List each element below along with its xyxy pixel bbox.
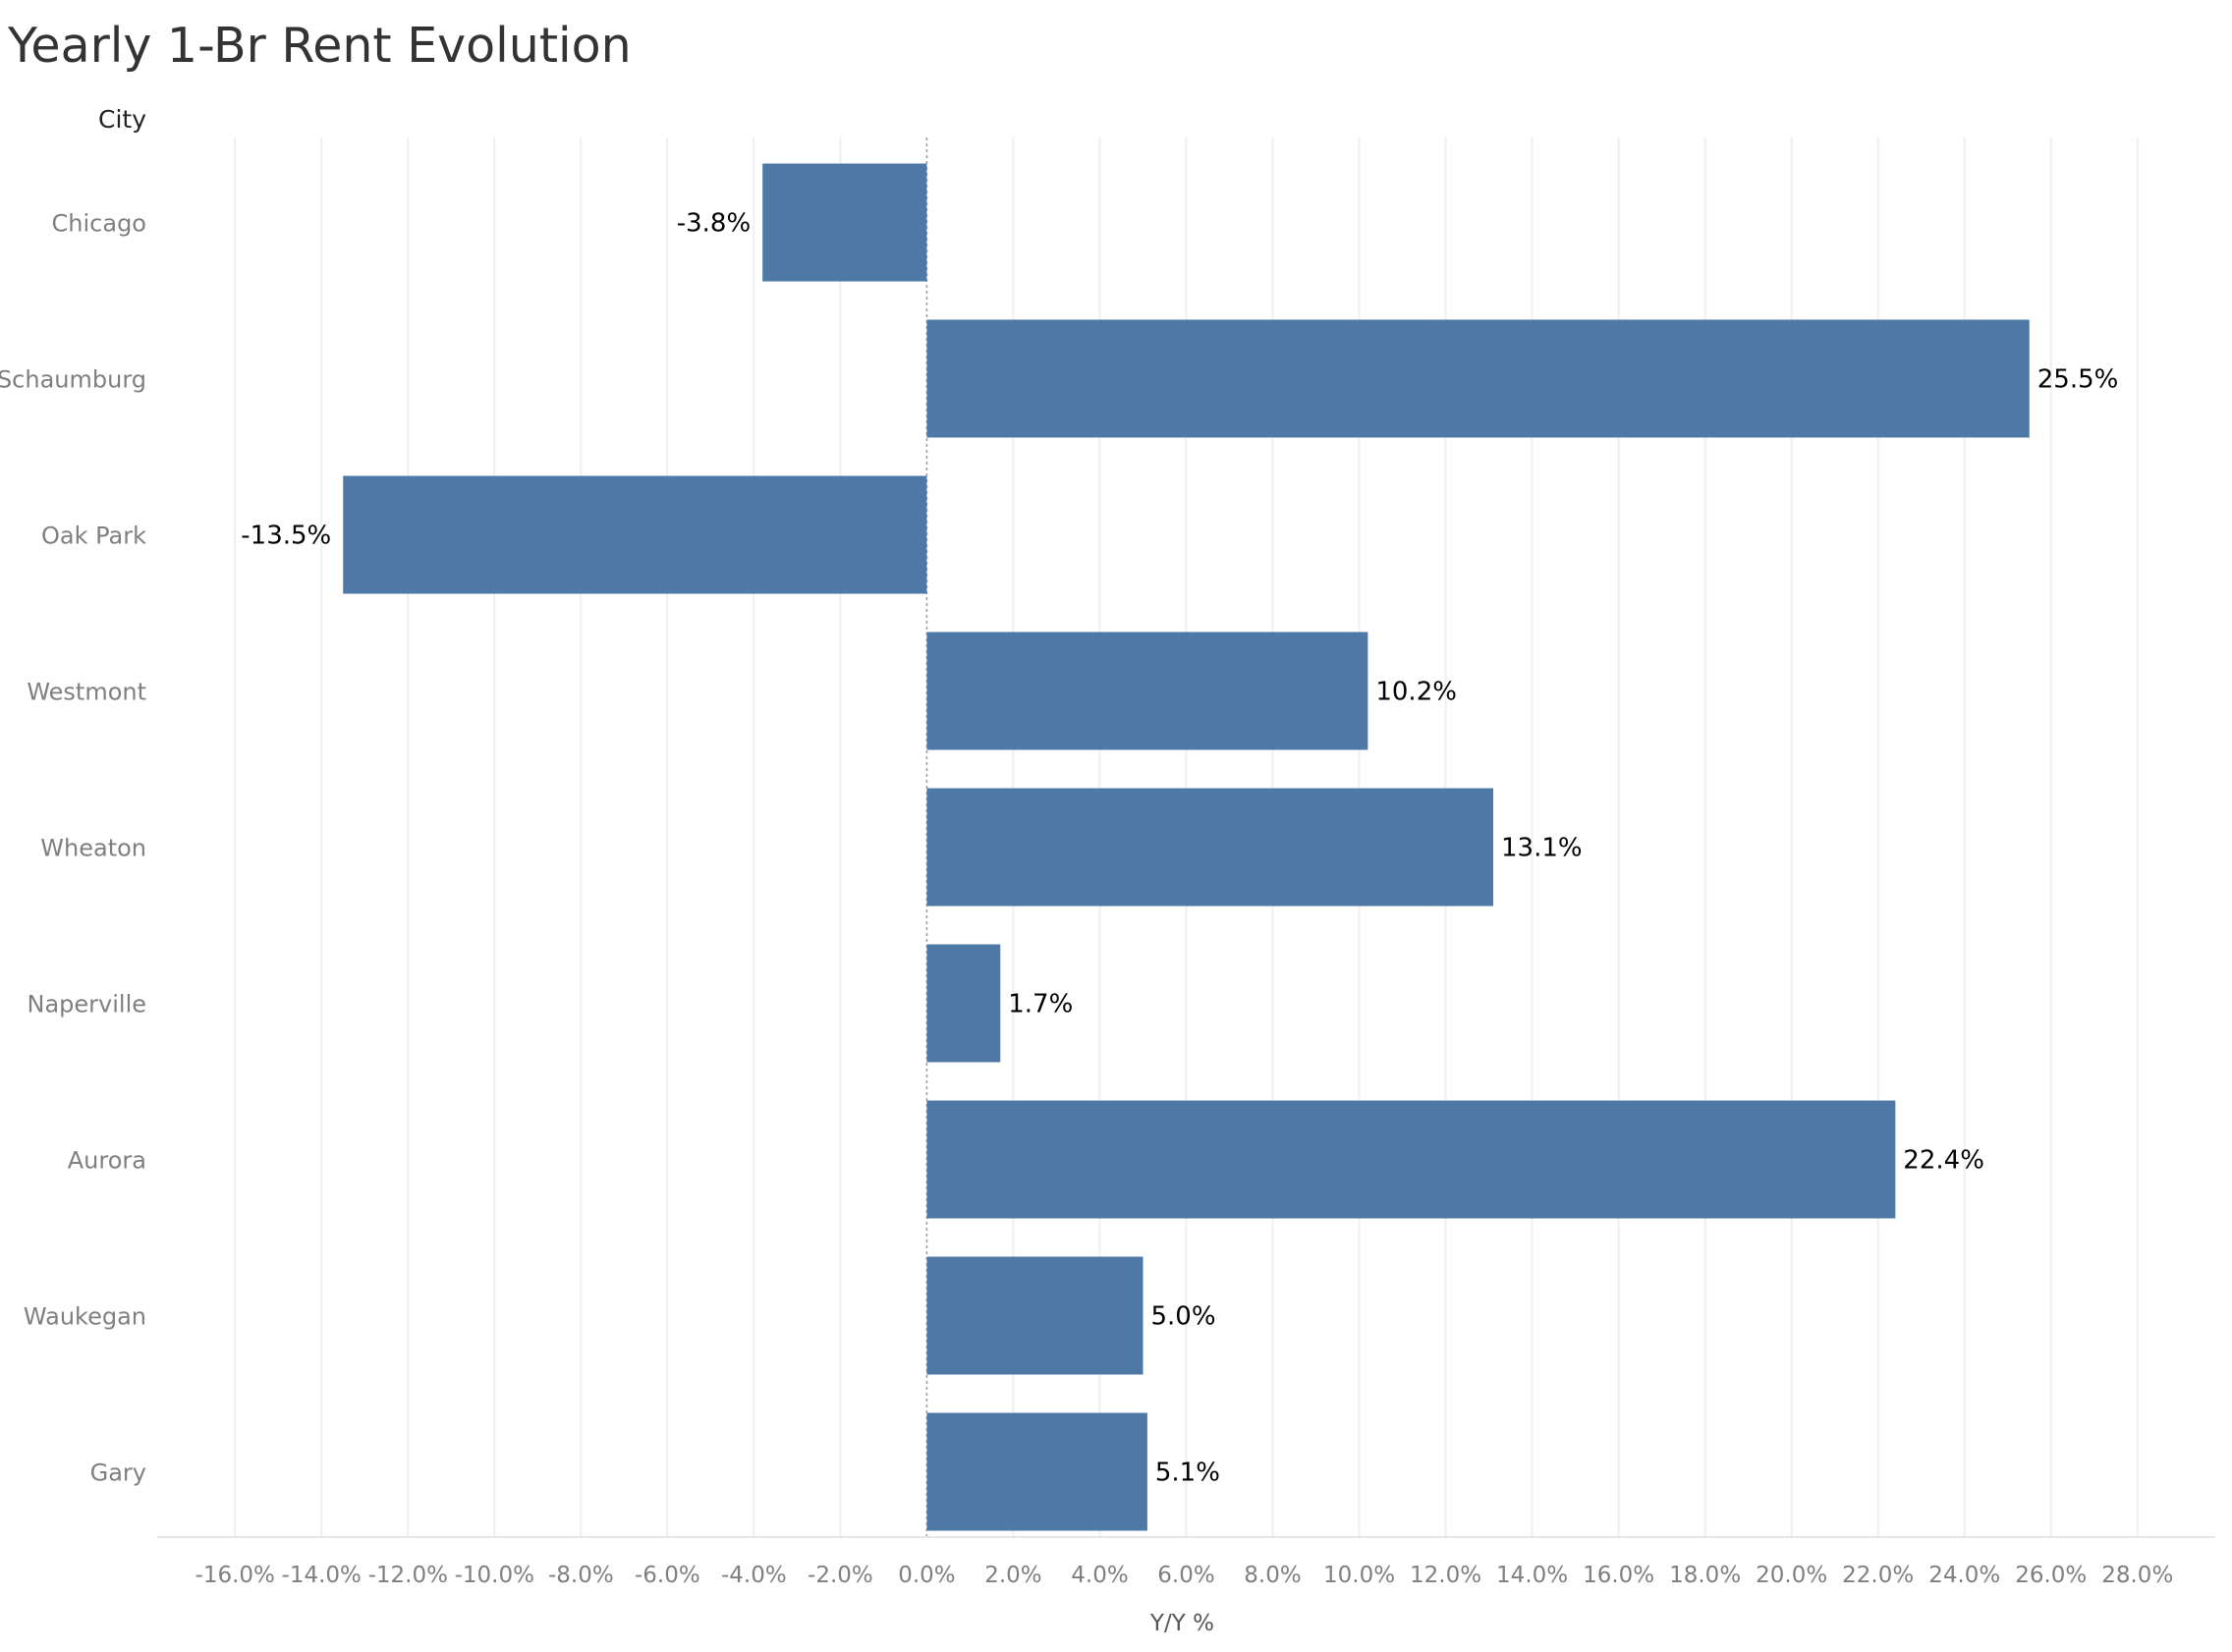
bar-waukegan[interactable]	[926, 1256, 1144, 1375]
data-label: 13.1%	[1501, 834, 1583, 863]
data-label: 1.7%	[1008, 990, 1073, 1019]
x-tick-label: -4.0%	[721, 1563, 787, 1588]
bar-oak-park[interactable]	[343, 475, 927, 594]
chart-title: Yearly 1-Br Rent Evolution	[8, 18, 632, 74]
x-tick-label: -2.0%	[808, 1563, 873, 1588]
x-tick-label: 2.0%	[984, 1563, 1041, 1588]
x-tick-label: 28.0%	[2101, 1563, 2173, 1588]
row-header-label: City	[98, 105, 146, 134]
x-tick-label: 6.0%	[1157, 1563, 1214, 1588]
row-label-schaumburg: Schaumburg	[0, 366, 146, 394]
bars	[343, 163, 2030, 1531]
row-label-chicago: Chicago	[52, 210, 146, 238]
data-label: 25.5%	[2037, 365, 2119, 395]
x-tick-label: 14.0%	[1496, 1563, 1568, 1588]
data-label: 10.2%	[1375, 678, 1457, 707]
row-label-oak-park: Oak Park	[41, 523, 146, 550]
x-tick-label: -10.0%	[455, 1563, 534, 1588]
x-tick-label: 0.0%	[898, 1563, 955, 1588]
bar-chicago[interactable]	[762, 163, 927, 282]
x-tick-label: 8.0%	[1244, 1563, 1301, 1588]
x-tick-label: -16.0%	[195, 1563, 275, 1588]
x-tick-label: 26.0%	[2015, 1563, 2087, 1588]
bar-naperville[interactable]	[926, 944, 1001, 1063]
data-labels: -3.8% 25.5% -13.5% 10.2% 13.1% 1.7% 22.4% 5.0% 5…	[241, 209, 2118, 1488]
x-axis-title: Y/Y %	[1149, 1611, 1214, 1636]
bar-aurora[interactable]	[926, 1100, 1896, 1219]
x-tick-label: 16.0%	[1583, 1563, 1654, 1588]
x-tick-label: 12.0%	[1410, 1563, 1481, 1588]
bar-schaumburg[interactable]	[926, 319, 2030, 438]
x-tick-label: 22.0%	[1842, 1563, 1914, 1588]
x-tick-label: 24.0%	[1928, 1563, 2000, 1588]
row-label-naperville: Naperville	[28, 991, 147, 1019]
data-label: -3.8%	[677, 209, 751, 239]
data-label: 5.1%	[1155, 1459, 1220, 1488]
data-label: -13.5%	[241, 522, 331, 551]
row-label-wheaton: Wheaton	[40, 835, 146, 862]
row-label-westmont: Westmont	[27, 679, 146, 706]
data-label: 5.0%	[1150, 1302, 1215, 1332]
bar-westmont[interactable]	[926, 632, 1368, 750]
bar-wheaton[interactable]	[926, 788, 1493, 907]
bar-gary[interactable]	[926, 1412, 1147, 1531]
x-tick-label: -8.0%	[548, 1563, 614, 1588]
row-label-gary: Gary	[90, 1459, 146, 1487]
row-label-waukegan: Waukegan	[24, 1303, 146, 1331]
x-tick-label: -14.0%	[282, 1563, 362, 1588]
x-tick-label: 4.0%	[1071, 1563, 1128, 1588]
data-label: 22.4%	[1903, 1146, 1984, 1176]
x-tick-label: -6.0%	[635, 1563, 700, 1588]
x-axis-ticks: -16.0% -14.0% -12.0% -10.0% -8.0% -6.0% -4.0% -…	[195, 1563, 2174, 1588]
x-tick-label: 20.0%	[1756, 1563, 1827, 1588]
x-tick-label: -12.0%	[368, 1563, 448, 1588]
row-labels: Chicago Schaumburg Oak Park Westmont Wheaton…	[0, 210, 146, 1487]
x-tick-label: 18.0%	[1669, 1563, 1741, 1588]
row-label-aurora: Aurora	[68, 1147, 146, 1175]
x-tick-label: 10.0%	[1323, 1563, 1395, 1588]
